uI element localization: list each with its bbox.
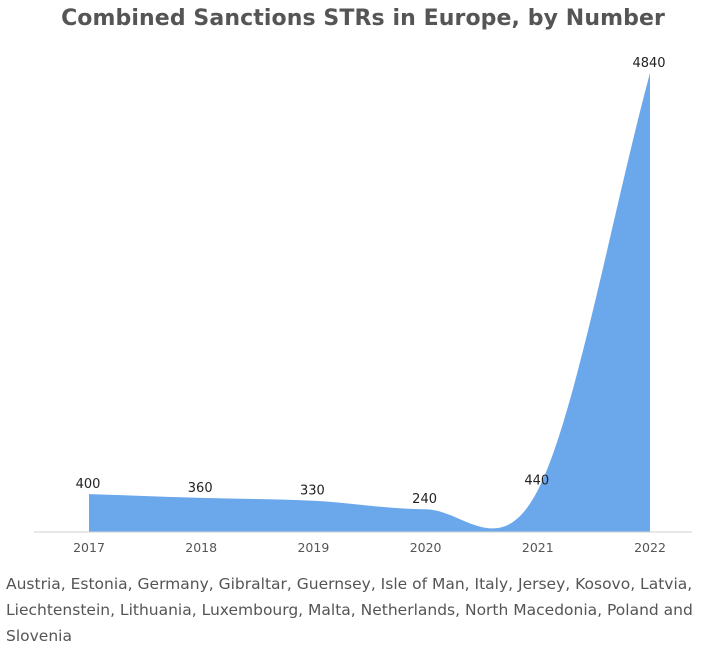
area-series-fill bbox=[89, 73, 650, 532]
area-chart: 400 360 330 240 440 4840 2017 2018 2019 2020 2021… bbox=[34, 56, 692, 555]
data-labels: 400 360 330 240 440 4840 bbox=[76, 56, 666, 507]
x-tick-label-2019: 2019 bbox=[297, 540, 329, 555]
x-tick-label-2018: 2018 bbox=[185, 540, 217, 555]
data-label-2018: 360 bbox=[188, 481, 213, 496]
data-label-2019: 330 bbox=[300, 484, 325, 499]
chart-title: Combined Sanctions STRs in Europe, by Nu… bbox=[61, 6, 665, 31]
data-label-2020: 240 bbox=[412, 492, 437, 507]
x-tick-label-2017: 2017 bbox=[73, 540, 105, 555]
x-tick-label-2022: 2022 bbox=[634, 540, 666, 555]
data-label-2021: 440 bbox=[524, 473, 549, 488]
x-tick-label-2021: 2021 bbox=[522, 540, 554, 555]
data-label-2017: 400 bbox=[76, 477, 101, 492]
data-label-2022: 4840 bbox=[632, 56, 665, 71]
x-axis-tick-labels: 2017 2018 2019 2020 2021 2022 bbox=[73, 540, 666, 555]
chart-footnote: Austria, Estonia, Germany, Gibraltar, Gu… bbox=[6, 575, 693, 645]
x-tick-label-2020: 2020 bbox=[410, 540, 442, 555]
